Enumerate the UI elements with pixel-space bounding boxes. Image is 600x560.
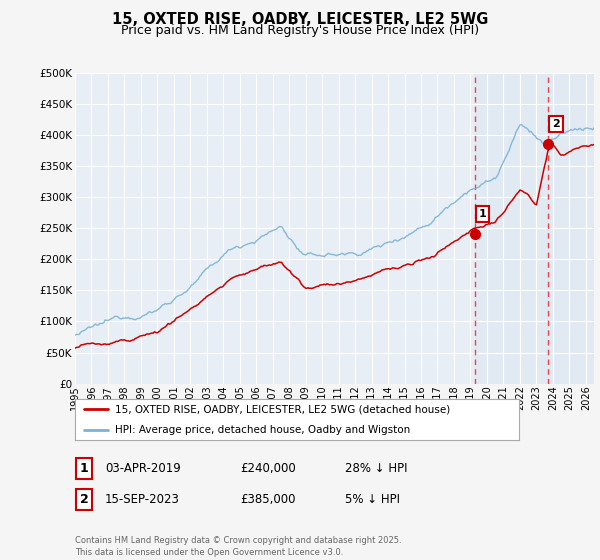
Text: 15, OXTED RISE, OADBY, LEICESTER, LE2 5WG: 15, OXTED RISE, OADBY, LEICESTER, LE2 5W… [112,12,488,27]
Text: Price paid vs. HM Land Registry's House Price Index (HPI): Price paid vs. HM Land Registry's House … [121,24,479,37]
Text: 1: 1 [479,209,487,219]
Bar [548,73,594,384]
Text: HPI: Average price, detached house, Oadby and Wigston: HPI: Average price, detached house, Oadb… [115,424,410,435]
Bar [475,73,594,384]
FancyBboxPatch shape [76,489,92,510]
Text: 2: 2 [80,493,88,506]
Text: £240,000: £240,000 [240,462,296,475]
Text: 2: 2 [552,119,560,129]
Text: 03-APR-2019: 03-APR-2019 [105,462,181,475]
Text: 15-SEP-2023: 15-SEP-2023 [105,493,180,506]
Text: 15, OXTED RISE, OADBY, LEICESTER, LE2 5WG (detached house): 15, OXTED RISE, OADBY, LEICESTER, LE2 5W… [115,404,450,414]
Text: Contains HM Land Registry data © Crown copyright and database right 2025.
This d: Contains HM Land Registry data © Crown c… [75,536,401,557]
Text: 1: 1 [80,462,88,475]
Text: £385,000: £385,000 [240,493,296,506]
Text: 5% ↓ HPI: 5% ↓ HPI [345,493,400,506]
Text: 28% ↓ HPI: 28% ↓ HPI [345,462,407,475]
FancyBboxPatch shape [76,458,92,479]
